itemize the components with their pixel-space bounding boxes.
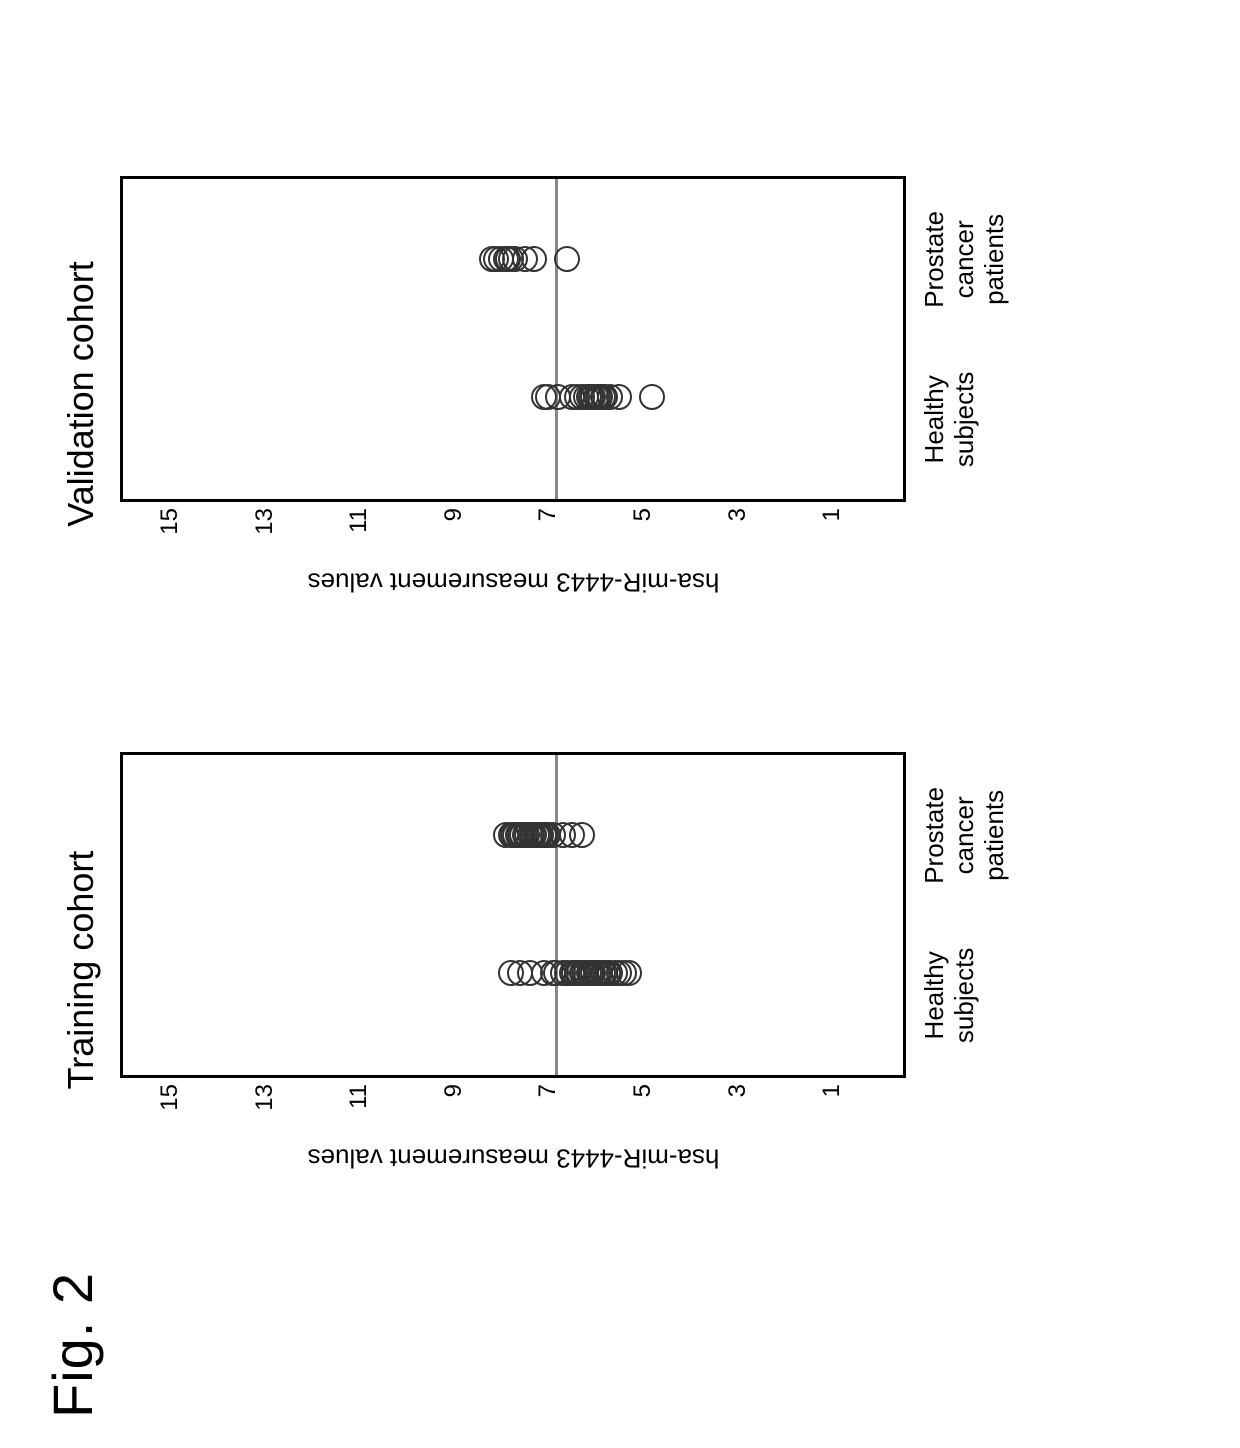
y-tick-label: 1 xyxy=(818,508,846,552)
data-point xyxy=(606,384,632,410)
scatter-plot xyxy=(120,176,906,502)
y-tick-label: 13 xyxy=(251,1084,279,1128)
data-point xyxy=(554,246,580,272)
chart-row: hsa-miR-4443 measurement values 13579111… xyxy=(120,752,906,1188)
y-tick-label: 1 xyxy=(818,1084,846,1128)
y-tick-label: 9 xyxy=(440,1084,468,1128)
page: Fig. 2 Training cohort hsa-miR-4443 meas… xyxy=(0,0,1240,1448)
y-tick-label: 7 xyxy=(534,1084,562,1128)
panel-validation: Validation cohort hsa-miR-4443 measureme… xyxy=(60,176,1010,612)
y-tick-label: 13 xyxy=(251,508,279,552)
threshold-line xyxy=(555,179,558,499)
x-category-label: Healthysubjects xyxy=(920,948,1010,1043)
y-axis-ticks: 13579111315 xyxy=(123,1078,903,1128)
y-axis-label-wrap: hsa-miR-4443 measurement values xyxy=(123,552,903,612)
y-tick-label: 15 xyxy=(156,1084,184,1128)
y-tick-label: 5 xyxy=(629,508,657,552)
y-tick-label: 3 xyxy=(724,1084,752,1128)
y-tick-label: 11 xyxy=(345,508,373,552)
data-point xyxy=(569,822,595,848)
x-category-label: Healthysubjects xyxy=(920,372,1010,467)
panel-title: Training cohort xyxy=(60,851,102,1090)
x-axis: Healthysubjects Prostatecancerpatients xyxy=(920,755,1010,1075)
chart-row: hsa-miR-4443 measurement values 13579111… xyxy=(120,176,906,612)
x-category-label: Prostatecancerpatients xyxy=(920,787,1010,884)
panel-training: Training cohort hsa-miR-4443 measurement… xyxy=(60,752,1010,1188)
y-axis-label: hsa-miR-4443 measurement values xyxy=(307,1142,719,1173)
y-tick-label: 15 xyxy=(156,508,184,552)
panel-title: Validation cohort xyxy=(60,261,102,527)
y-tick-label: 3 xyxy=(724,508,752,552)
rotated-canvas: Fig. 2 Training cohort hsa-miR-4443 meas… xyxy=(0,0,1240,1448)
y-tick-label: 11 xyxy=(345,1084,373,1128)
threshold-line xyxy=(555,755,558,1075)
x-category-label: Prostatecancerpatients xyxy=(920,211,1010,308)
figure-label: Fig. 2 xyxy=(40,1272,105,1418)
x-axis: Healthysubjects Prostatecancerpatients xyxy=(920,179,1010,499)
data-point xyxy=(639,384,665,410)
data-point xyxy=(521,246,547,272)
panels-container: Training cohort hsa-miR-4443 measurement… xyxy=(60,176,1010,1188)
y-axis-label-wrap: hsa-miR-4443 measurement values xyxy=(123,1128,903,1188)
scatter-plot xyxy=(120,752,906,1078)
data-point xyxy=(616,960,642,986)
y-tick-label: 5 xyxy=(629,1084,657,1128)
y-tick-label: 7 xyxy=(534,508,562,552)
y-axis-ticks: 13579111315 xyxy=(123,502,903,552)
y-axis-label: hsa-miR-4443 measurement values xyxy=(307,566,719,597)
y-tick-label: 9 xyxy=(440,508,468,552)
